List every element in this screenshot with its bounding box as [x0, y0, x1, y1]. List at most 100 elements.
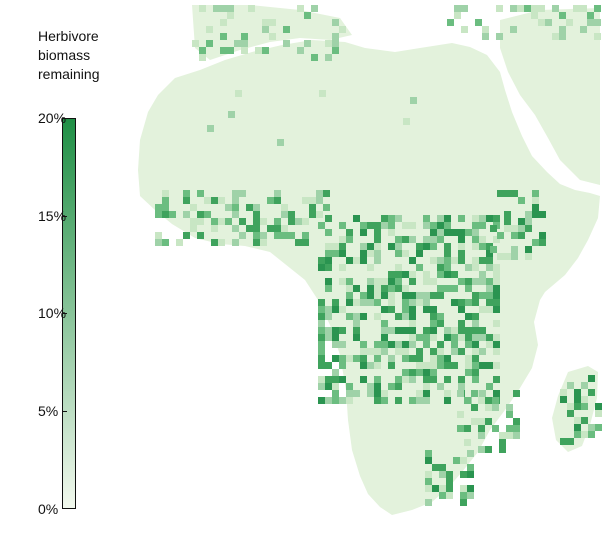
biomass-cell [235, 90, 242, 97]
biomass-cell [409, 320, 416, 327]
biomass-cell [439, 492, 446, 499]
biomass-cell [437, 229, 444, 236]
biomass-cell [472, 236, 479, 243]
biomass-cell [464, 425, 471, 432]
biomass-cell [439, 485, 446, 492]
biomass-cell [232, 204, 239, 211]
biomass-cell [458, 215, 465, 222]
biomass-cell [430, 327, 437, 334]
biomass-cell [416, 334, 423, 341]
biomass-cell [288, 232, 295, 239]
biomass-cell [409, 355, 416, 362]
biomass-cell [458, 229, 465, 236]
biomass-cell [559, 26, 566, 33]
biomass-cell [318, 222, 325, 229]
biomass-cell [199, 54, 206, 61]
biomass-cell [402, 327, 409, 334]
biomass-cell [388, 215, 395, 222]
biomass-cell [425, 450, 432, 457]
biomass-cell [402, 313, 409, 320]
biomass-cell [169, 211, 176, 218]
biomass-cell [478, 418, 485, 425]
biomass-cell [451, 327, 458, 334]
biomass-cell [274, 190, 281, 197]
biomass-cell [472, 243, 479, 250]
biomass-cell [269, 19, 276, 26]
biomass-cell [381, 215, 388, 222]
biomass-cell [318, 320, 325, 327]
biomass-cell [402, 292, 409, 299]
biomass-cell [318, 334, 325, 341]
biomass-cell [395, 264, 402, 271]
biomass-cell [472, 327, 479, 334]
biomass-cell [318, 257, 325, 264]
biomass-cell [381, 278, 388, 285]
biomass-cell [346, 278, 353, 285]
biomass-cell [574, 389, 581, 396]
biomass-cell [388, 383, 395, 390]
biomass-cell [197, 218, 204, 225]
biomass-cell [437, 383, 444, 390]
biomass-cell [574, 431, 581, 438]
biomass-cell [155, 204, 162, 211]
biomass-cell [525, 211, 532, 218]
biomass-cell [444, 264, 451, 271]
biomass-cell [465, 264, 472, 271]
legend-tick-15: 15% [38, 208, 67, 224]
biomass-cell [493, 264, 500, 271]
biomass-cell [260, 218, 267, 225]
biomass-cell [493, 285, 500, 292]
biomass-cell [253, 232, 260, 239]
biomass-cell [423, 271, 430, 278]
biomass-cell [395, 383, 402, 390]
biomass-cell [395, 313, 402, 320]
biomass-cell [472, 355, 479, 362]
biomass-cell [430, 348, 437, 355]
biomass-cell [374, 355, 381, 362]
biomass-cell [472, 362, 479, 369]
biomass-cell [560, 438, 567, 445]
biomass-cell [580, 26, 587, 33]
biomass-cell [395, 250, 402, 257]
biomass-cell [532, 211, 539, 218]
biomass-cell [444, 327, 451, 334]
biomass-cell [425, 499, 432, 506]
biomass-cell [302, 232, 309, 239]
legend-title-line-3: remaining [38, 66, 100, 82]
biomass-cell [493, 306, 500, 313]
biomass-cell [325, 306, 332, 313]
biomass-cell [460, 492, 467, 499]
biomass-cell [539, 239, 546, 246]
biomass-cell [472, 278, 479, 285]
biomass-cell [444, 285, 451, 292]
biomass-cell [458, 236, 465, 243]
biomass-cell [451, 271, 458, 278]
biomass-cell [580, 5, 587, 12]
biomass-cell [458, 243, 465, 250]
biomass-cell [395, 376, 402, 383]
biomass-cell [409, 236, 416, 243]
biomass-cell [493, 215, 500, 222]
biomass-cell [425, 457, 432, 464]
biomass-cell [319, 90, 326, 97]
biomass-cell [486, 264, 493, 271]
biomass-cell [220, 47, 227, 54]
biomass-cell [416, 264, 423, 271]
biomass-cell [374, 229, 381, 236]
biomass-cell [239, 218, 246, 225]
biomass-cell [444, 376, 451, 383]
biomass-cell [220, 5, 227, 12]
biomass-cell [374, 236, 381, 243]
biomass-cell [302, 197, 309, 204]
biomass-cell [423, 383, 430, 390]
biomass-cell [464, 397, 471, 404]
biomass-cell [451, 341, 458, 348]
biomass-cell [496, 5, 503, 12]
biomass-cell [504, 225, 511, 232]
biomass-cell [155, 211, 162, 218]
biomass-cell [472, 257, 479, 264]
legend-tickmark-10 [62, 313, 67, 314]
biomass-cells [155, 5, 602, 506]
biomass-cell [162, 197, 169, 204]
biomass-cell [374, 390, 381, 397]
